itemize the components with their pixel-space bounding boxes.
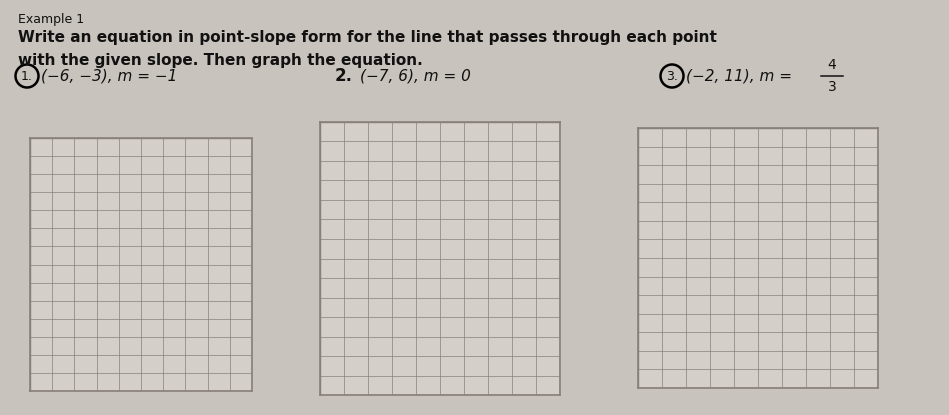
Text: 1.: 1. <box>21 69 33 83</box>
Text: Example 1: Example 1 <box>18 13 84 26</box>
Text: 2.: 2. <box>335 67 353 85</box>
Text: (−7, 6), m = 0: (−7, 6), m = 0 <box>360 68 471 83</box>
Text: 3.: 3. <box>666 69 678 83</box>
Text: with the given slope. Then graph the equation.: with the given slope. Then graph the equ… <box>18 53 422 68</box>
Text: 3: 3 <box>828 80 836 94</box>
Text: (−6, −3), m = −1: (−6, −3), m = −1 <box>41 68 177 83</box>
Text: Write an equation in point-slope form for the line that passes through each poin: Write an equation in point-slope form fo… <box>18 30 716 45</box>
Text: (−2, 11), m =: (−2, 11), m = <box>686 68 797 83</box>
Text: 4: 4 <box>828 58 836 72</box>
